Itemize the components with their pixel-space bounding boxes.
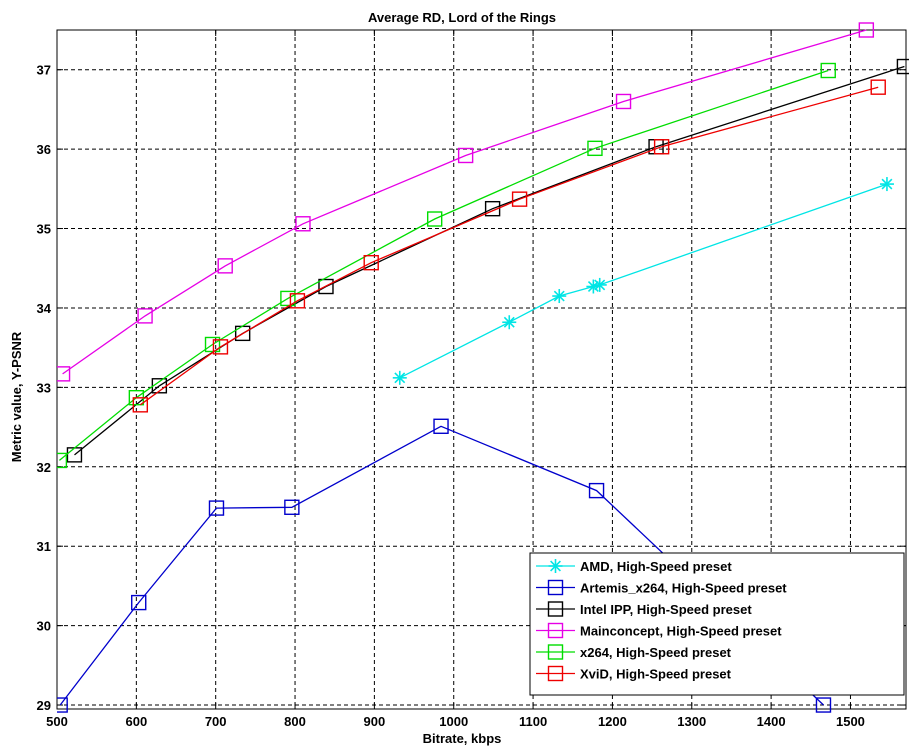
- data-point: [392, 370, 407, 385]
- data-point: [204, 336, 221, 353]
- y-tick-label: 36: [37, 142, 51, 157]
- legend-marker: [547, 644, 564, 660]
- legend-label: XviD, High-Speed preset: [580, 667, 732, 682]
- data-point: [502, 315, 517, 330]
- data-point: [587, 140, 603, 157]
- data-point: [592, 277, 607, 292]
- data-point: [653, 139, 670, 155]
- legend-label: Intel IPP, High-Speed preset: [580, 602, 752, 617]
- data-point: [131, 594, 147, 611]
- x-tick-label: 600: [125, 714, 147, 729]
- x-tick-label: 1200: [598, 714, 627, 729]
- legend-label: AMD, High-Speed preset: [580, 559, 732, 574]
- y-tick-label: 31: [37, 539, 51, 554]
- legend-entry: AMD, High-Speed preset: [536, 559, 732, 574]
- x-tick-label: 1400: [757, 714, 786, 729]
- data-point: [615, 93, 632, 110]
- series-lines: [57, 22, 909, 713]
- x-tick-label: 500: [46, 714, 68, 729]
- x-tick-label: 1000: [439, 714, 468, 729]
- data-point: [426, 211, 443, 227]
- y-tick-label: 30: [37, 619, 51, 634]
- series-1: [57, 418, 832, 713]
- data-point: [484, 200, 501, 217]
- series-line: [62, 29, 867, 375]
- data-point: [870, 79, 886, 95]
- data-point: [318, 278, 334, 295]
- data-point: [896, 58, 909, 75]
- x-axis-label: Bitrate, kbps: [423, 731, 502, 746]
- data-point: [858, 22, 875, 38]
- data-point: [132, 397, 149, 413]
- y-tick-label: 35: [37, 222, 51, 237]
- data-point: [295, 216, 311, 232]
- legend-entry: x264, High-Speed preset: [536, 644, 732, 660]
- legend-entry: XviD, High-Speed preset: [536, 665, 732, 682]
- legend: AMD, High-Speed preset Artemis_x264, High…: [529, 552, 905, 696]
- data-point: [289, 293, 306, 309]
- data-point: [552, 289, 567, 304]
- x-tick-label: 800: [284, 714, 306, 729]
- plot-frame: [56, 29, 907, 710]
- legend-label: Artemis_x264, High-Speed preset: [580, 581, 787, 596]
- y-axis-label: Metric value, Y-PSNR: [9, 331, 24, 462]
- legend-entry: Mainconcept, High-Speed preset: [536, 622, 782, 639]
- data-point: [815, 697, 832, 713]
- legend-label: x264, High-Speed preset: [580, 645, 732, 660]
- y-tick-label: 34: [37, 301, 52, 316]
- y-tick-label: 37: [37, 63, 51, 78]
- y-tick-label: 33: [37, 380, 51, 395]
- legend-label: Mainconcept, High-Speed preset: [580, 624, 782, 639]
- data-point: [57, 452, 68, 469]
- series-line: [59, 425, 824, 706]
- legend-entry: Intel IPP, High-Speed preset: [536, 601, 752, 617]
- data-point: [280, 290, 296, 307]
- legend-marker: [547, 601, 564, 617]
- series-4: [57, 62, 836, 469]
- y-tick-label: 29: [37, 698, 51, 713]
- data-point: [820, 62, 836, 79]
- data-point: [511, 191, 528, 207]
- data-point: [588, 482, 605, 499]
- data-point: [363, 254, 379, 271]
- data-point: [66, 447, 83, 463]
- data-point: [137, 308, 153, 324]
- data-point: [57, 697, 68, 713]
- data-point: [879, 177, 894, 192]
- data-point: [284, 499, 300, 515]
- legend-marker: [547, 579, 564, 596]
- legend-box: [529, 552, 905, 696]
- data-point: [212, 339, 229, 355]
- series-line: [74, 65, 905, 456]
- legend-marker: [548, 559, 563, 573]
- x-tick-label: 700: [205, 714, 227, 729]
- series-2: [66, 58, 909, 463]
- data-point: [208, 500, 225, 516]
- series-line: [139, 86, 879, 406]
- data-point: [433, 418, 449, 434]
- series-5: [132, 79, 886, 413]
- tick-labels: 500 600 700 800 900 1000 1100 1200 1300 1400 1500 2…: [37, 30, 906, 729]
- x-tick-label: 1300: [677, 714, 706, 729]
- data-point: [217, 258, 233, 274]
- chart-title: Average RD, Lord of the Rings: [368, 10, 556, 25]
- series-0: [392, 177, 894, 385]
- data-point: [57, 366, 71, 382]
- series-line: [399, 183, 888, 379]
- x-tick-label: 1100: [519, 714, 547, 729]
- legend-marker: [547, 622, 564, 639]
- legend-entry: Artemis_x264, High-Speed preset: [536, 579, 787, 596]
- series-3: [57, 22, 875, 382]
- x-tick-label: 900: [364, 714, 386, 729]
- grid: [57, 30, 906, 709]
- y-tick-label: 32: [37, 460, 51, 475]
- data-point: [457, 147, 474, 164]
- legend-marker: [547, 665, 564, 682]
- x-tick-label: 1500: [836, 714, 865, 729]
